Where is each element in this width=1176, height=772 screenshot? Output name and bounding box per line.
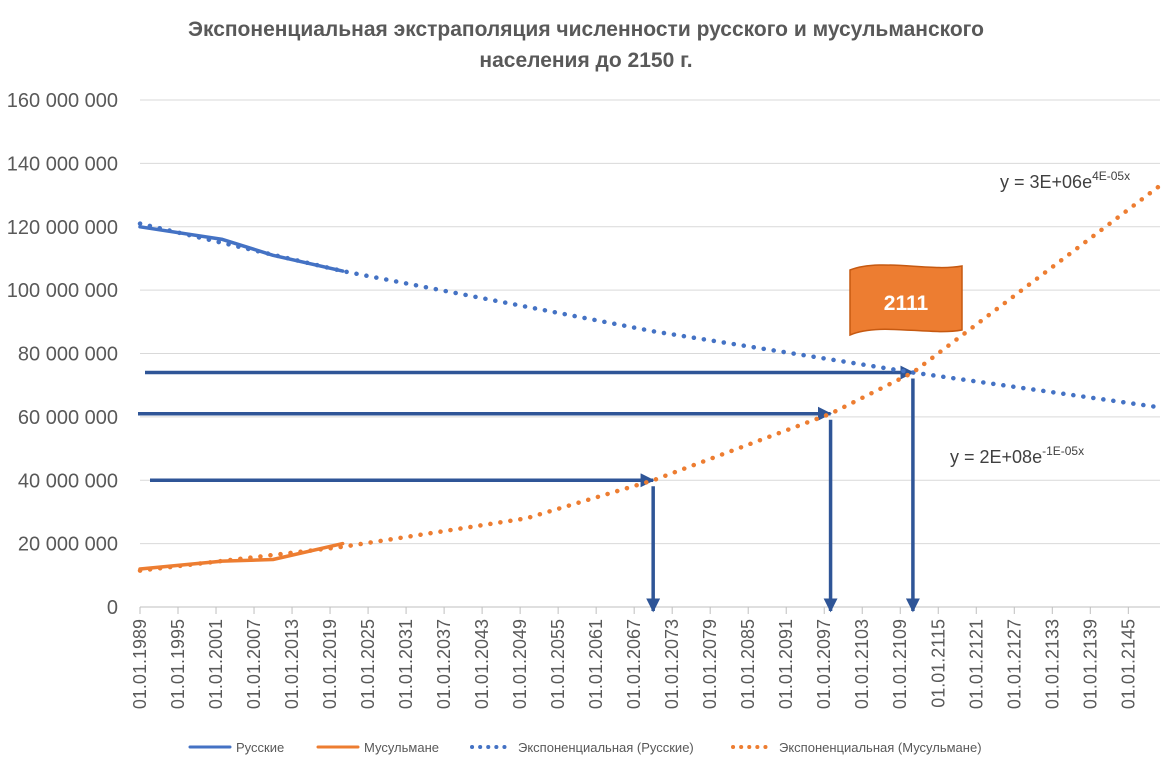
x-tick-label: 01.01.1989: [130, 619, 150, 709]
x-tick-label: 01.01.2007: [244, 619, 264, 709]
x-tick-label: 01.01.2055: [548, 619, 568, 709]
y-tick-label: 0: [107, 597, 118, 619]
x-tick-label: 01.01.2061: [586, 619, 606, 709]
flag-label: 2111: [884, 292, 929, 315]
trend-equations: y = 3E+06e4E-05x y = 2E+08e-1E-05x: [950, 169, 1130, 467]
legend-label: Русские: [236, 740, 284, 755]
trend-line: [137, 221, 1163, 410]
trend-line: [137, 183, 1163, 573]
x-tick-label: 01.01.2139: [1080, 619, 1100, 709]
x-tick-label: 01.01.2073: [662, 619, 682, 709]
x-tick-label: 01.01.2085: [738, 619, 758, 709]
data-line: [138, 225, 345, 273]
x-tick-label: 01.01.2049: [510, 619, 530, 709]
y-tick-label: 40 000 000: [18, 470, 118, 492]
equation-russian: y = 2E+08e-1E-05x: [950, 444, 1084, 467]
series-lines: [137, 183, 1163, 573]
equation-russian-base: y = 2E+08e: [950, 447, 1042, 467]
y-tick-label: 140 000 000: [7, 153, 118, 175]
y-tick-label: 120 000 000: [7, 217, 118, 239]
x-tick-label: 01.01.2001: [206, 619, 226, 709]
equation-muslim-exponent: 4E-05x: [1092, 169, 1130, 183]
legend-label: Экспоненциальная (Русские): [518, 740, 694, 755]
equation-muslim-base: y = 3E+06e: [1000, 172, 1092, 192]
legend-label: Мусульмане: [364, 740, 439, 755]
x-tick-label: 01.01.2031: [396, 619, 416, 709]
y-tick-label: 160 000 000: [7, 90, 118, 112]
x-tick-label: 01.01.2133: [1042, 619, 1062, 709]
x-tick-label: 01.01.2043: [472, 619, 492, 709]
x-tick-label: 01.01.2067: [624, 619, 644, 709]
y-tick-label: 20 000 000: [18, 534, 118, 556]
x-tick-label: 01.01.2019: [320, 619, 340, 709]
x-tick-label: 01.01.2079: [700, 619, 720, 709]
legend-label: Экспоненциальная (Мусульмане): [779, 740, 982, 755]
x-tick-label: 01.01.2121: [966, 619, 986, 709]
x-tick-label: 01.01.1995: [168, 619, 188, 709]
year-flag: 2111: [849, 264, 963, 337]
x-tick-label: 01.01.2013: [282, 619, 302, 709]
marker-arrows: [138, 365, 920, 613]
equation-russian-exponent: -1E-05x: [1042, 444, 1084, 458]
data-line: [138, 541, 345, 571]
x-tick-label: 01.01.2091: [776, 619, 796, 709]
chart-title: Экспоненциальная экстраполяция численнос…: [100, 14, 1072, 76]
y-axis-ticks: 0 20 000 000 40 000 000 60 000 000 80 000 00…: [7, 90, 118, 619]
y-tick-label: 60 000 000: [18, 407, 118, 429]
x-tick-label: 01.01.2109: [890, 619, 910, 709]
chart-title-line-2: населения до 2150 г.: [479, 49, 693, 72]
x-tick-label: 01.01.2037: [434, 619, 454, 709]
y-tick-label: 80 000 000: [18, 344, 118, 366]
x-tick-label: 01.01.2103: [852, 619, 872, 709]
x-tick-label: 01.01.2097: [814, 619, 834, 709]
flag-shape: [849, 264, 963, 337]
y-tick-label: 100 000 000: [7, 280, 118, 302]
x-tick-label: 01.01.2025: [358, 619, 378, 709]
x-axis: 01.01.1989 01.01.1995 01.01.2001 01.01.2007…: [130, 606, 1160, 709]
equation-muslim: y = 3E+06e4E-05x: [1000, 169, 1130, 192]
legend: Русские Мусульмане Экспоненциальная (Русск…: [188, 740, 982, 755]
x-tick-label: 01.01.2127: [1004, 619, 1024, 709]
chart-title-line-1: Экспоненциальная экстраполяция численнос…: [188, 18, 984, 41]
x-tick-label: 01.01.2115: [928, 619, 948, 708]
x-tick-label: 01.01.2145: [1118, 619, 1138, 709]
